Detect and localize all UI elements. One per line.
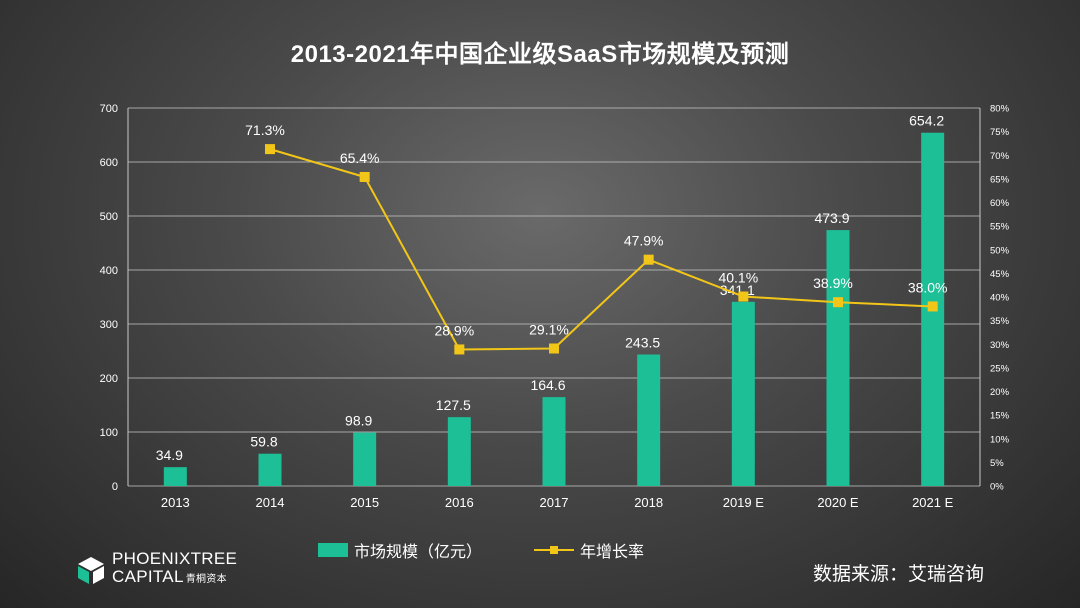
y-right-tick-label: 80%	[990, 104, 1010, 115]
y-left-tick-label: 200	[100, 373, 118, 385]
y-left-tick-label: 400	[100, 265, 118, 277]
y-right-tick-label: 30%	[990, 340, 1010, 351]
line-data-label: 47.9%	[624, 233, 664, 249]
growth-rate-marker	[549, 343, 559, 354]
bar-data-label: 127.5	[436, 397, 471, 413]
y-right-tick-label: 20%	[990, 387, 1010, 398]
growth-rate-marker	[927, 301, 938, 312]
growth-rate-line	[269, 148, 933, 351]
y-right-tick-label: 75%	[990, 127, 1010, 138]
bar-data-label: 98.9	[345, 413, 372, 429]
y-right-tick-label: 0%	[990, 482, 1004, 493]
y-right-tick-label: 55%	[990, 222, 1010, 233]
line-data-label: 65.4%	[340, 150, 380, 166]
y-left-tick-label: 100	[100, 427, 118, 439]
bar	[447, 417, 471, 486]
data-source: 数据来源：艾瑞咨询	[812, 564, 984, 585]
logo-line2-cn: 青桐资本	[185, 574, 227, 585]
y-right-tick-label: 10%	[990, 434, 1010, 445]
growth-rate-marker	[265, 144, 275, 155]
bar	[637, 354, 661, 486]
line-data-label: 71.3%	[245, 122, 285, 138]
y-right-tick-label: 40%	[990, 293, 1010, 304]
bar-data-label: 59.8	[250, 434, 277, 450]
y-right-tick-label: 35%	[990, 316, 1010, 327]
y-right-tick-label: 50%	[990, 245, 1010, 256]
bar	[258, 453, 282, 486]
bar-data-label: 34.9	[156, 447, 183, 463]
x-tick-label: 2015	[350, 495, 379, 510]
cube-logo-icon	[78, 556, 104, 584]
y-right-tick-label: 70%	[990, 151, 1010, 162]
growth-rate-marker	[833, 297, 843, 308]
x-tick-label: 2016	[445, 495, 474, 510]
y-left-tick-label: 500	[100, 211, 118, 223]
x-tick-label: 2020 E	[817, 495, 859, 510]
bar-data-label: 243.5	[625, 335, 660, 351]
y-right-tick-label: 25%	[990, 363, 1010, 374]
legend-line-swatch	[534, 543, 575, 557]
legend-line-label: 年增长率	[580, 544, 645, 561]
line-data-label: 38.9%	[813, 275, 853, 291]
x-tick-label: 2013	[161, 495, 190, 510]
x-tick-label: 2017	[540, 495, 569, 510]
growth-rate-marker	[359, 171, 370, 182]
logo: PHOENIXTREE CAPITAL 青桐资本	[76, 550, 237, 589]
legend-bar-swatch	[318, 543, 348, 557]
y-left-tick-label: 600	[100, 157, 118, 169]
y-right-tick-label: 45%	[990, 269, 1010, 280]
bar	[163, 467, 187, 486]
line-data-label: 28.9%	[434, 322, 474, 338]
x-tick-label: 2018	[634, 495, 663, 510]
y-right-tick-label: 60%	[990, 198, 1010, 209]
y-left-tick-label: 0	[112, 481, 118, 493]
line-data-label: 38.0%	[908, 279, 948, 295]
logo-line2: CAPITAL	[112, 567, 184, 586]
bar-data-label: 164.6	[530, 377, 565, 393]
y-right-tick-label: 5%	[990, 458, 1004, 469]
y-left-tick-label: 700	[100, 103, 118, 115]
growth-rate-marker	[738, 291, 749, 302]
bar-data-label: 654.2	[909, 113, 944, 129]
chart-legend: 市场规模（亿元） 年增长率	[318, 540, 645, 561]
chart-title: 2013-2021年中国企业级SaaS市场规模及预测	[290, 41, 790, 68]
x-tick-label: 2021 E	[912, 495, 954, 510]
bar-data-label: 473.9	[814, 210, 849, 226]
bar	[353, 432, 377, 486]
bar	[731, 301, 755, 486]
y-right-tick-label: 65%	[990, 174, 1010, 185]
legend-bar-label: 市场规模（亿元）	[354, 544, 483, 561]
x-tick-label: 2014	[256, 495, 285, 510]
y-right-tick-label: 15%	[990, 411, 1010, 422]
growth-rate-marker	[454, 344, 465, 355]
y-left-tick-label: 300	[100, 319, 118, 331]
growth-rate-marker	[643, 254, 654, 265]
bar	[826, 230, 850, 486]
logo-line1: PHOENIXTREE	[112, 549, 238, 568]
x-tick-label: 2019 E	[723, 495, 765, 510]
bar	[542, 397, 566, 486]
line-data-label: 40.1%	[718, 270, 758, 286]
line-data-label: 29.1%	[529, 322, 569, 338]
